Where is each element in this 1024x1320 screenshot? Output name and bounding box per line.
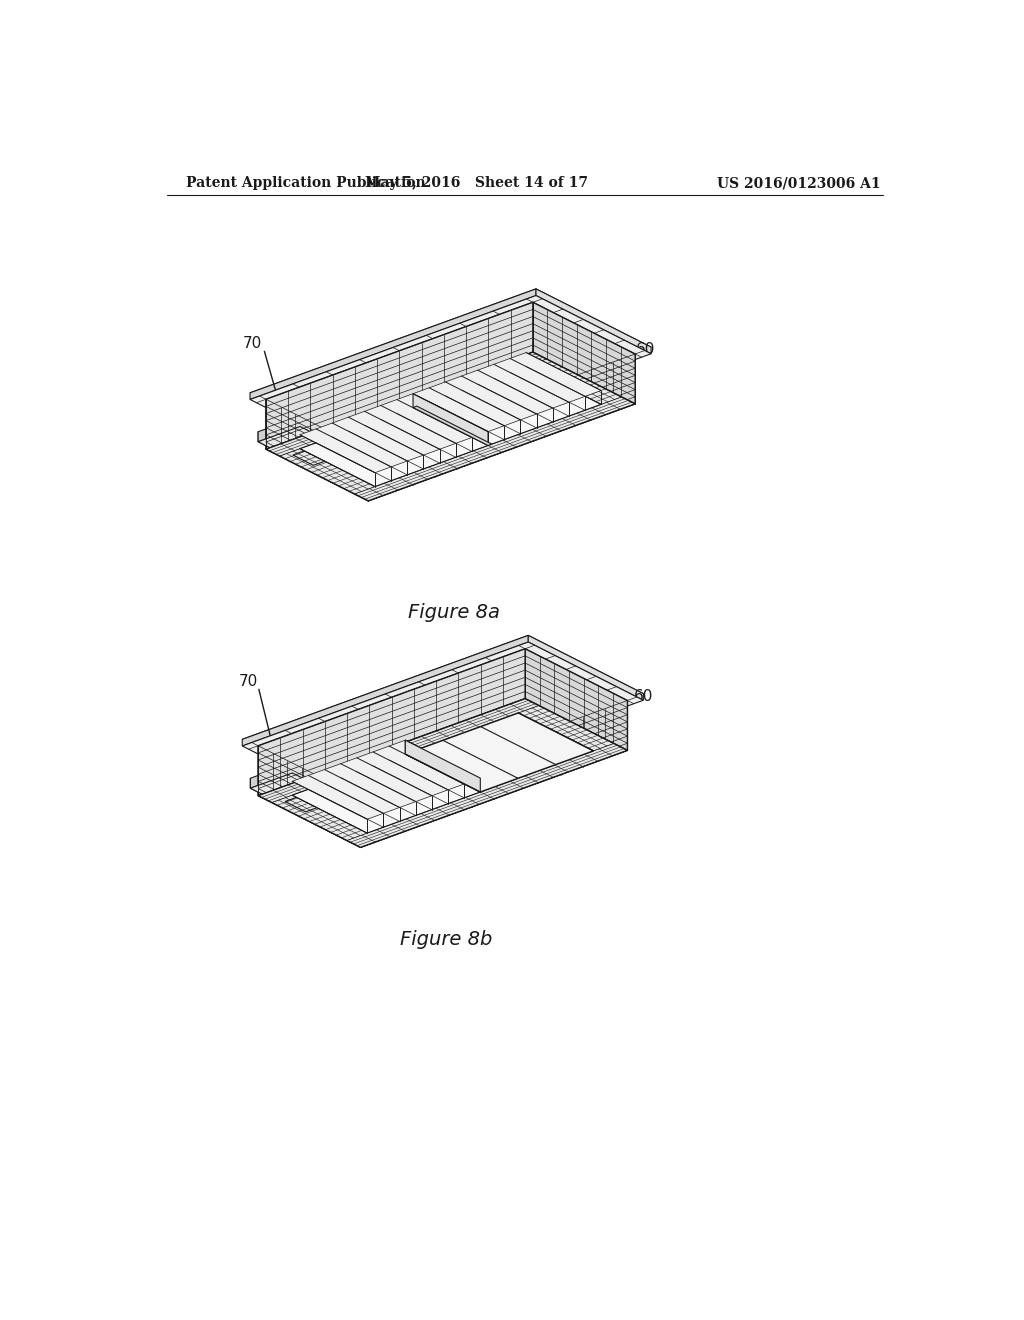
Polygon shape — [303, 432, 331, 462]
Polygon shape — [250, 289, 651, 451]
Polygon shape — [532, 302, 635, 404]
Polygon shape — [250, 774, 327, 805]
Polygon shape — [293, 420, 307, 455]
Text: 40: 40 — [528, 309, 548, 325]
Text: 30: 30 — [388, 722, 408, 738]
Polygon shape — [406, 713, 594, 792]
Polygon shape — [406, 752, 484, 792]
Text: US 2016/0123006 A1: US 2016/0123006 A1 — [717, 176, 881, 190]
Polygon shape — [243, 642, 643, 804]
Polygon shape — [267, 784, 323, 809]
Polygon shape — [285, 771, 305, 812]
Polygon shape — [266, 399, 369, 500]
Polygon shape — [406, 741, 480, 792]
Polygon shape — [266, 302, 532, 449]
Polygon shape — [293, 450, 328, 466]
Polygon shape — [258, 698, 628, 847]
Polygon shape — [536, 289, 651, 354]
Polygon shape — [258, 432, 292, 459]
Polygon shape — [285, 780, 327, 805]
Polygon shape — [300, 352, 601, 473]
Polygon shape — [250, 296, 651, 458]
Polygon shape — [369, 354, 635, 500]
Polygon shape — [285, 796, 319, 812]
Polygon shape — [258, 746, 360, 847]
Text: 70: 70 — [243, 335, 261, 351]
Polygon shape — [285, 767, 299, 801]
Text: Figure 8b: Figure 8b — [399, 931, 492, 949]
Text: 30: 30 — [537, 399, 556, 413]
Text: Patent Application Publication: Patent Application Publication — [186, 176, 426, 190]
Polygon shape — [275, 429, 303, 462]
Text: 31: 31 — [554, 323, 573, 339]
Polygon shape — [250, 763, 292, 788]
Polygon shape — [525, 648, 628, 750]
Text: 60: 60 — [634, 689, 653, 704]
Polygon shape — [258, 417, 300, 442]
Polygon shape — [258, 426, 334, 459]
Polygon shape — [413, 407, 492, 445]
Polygon shape — [293, 425, 313, 466]
Polygon shape — [313, 430, 328, 466]
Polygon shape — [413, 393, 488, 445]
Polygon shape — [360, 701, 628, 847]
Polygon shape — [266, 352, 635, 500]
Text: 50: 50 — [382, 796, 400, 810]
Polygon shape — [250, 779, 285, 805]
Polygon shape — [292, 713, 594, 833]
Polygon shape — [528, 635, 643, 700]
Polygon shape — [305, 776, 319, 812]
Polygon shape — [267, 764, 296, 795]
Polygon shape — [275, 418, 303, 449]
Text: Figure 8a: Figure 8a — [408, 603, 500, 622]
Polygon shape — [295, 779, 323, 809]
Text: 70: 70 — [239, 675, 258, 689]
Text: 90: 90 — [603, 690, 623, 706]
Text: 60: 60 — [636, 342, 655, 356]
Polygon shape — [292, 741, 480, 820]
Polygon shape — [275, 438, 331, 462]
Polygon shape — [250, 289, 536, 400]
Polygon shape — [243, 635, 643, 797]
Polygon shape — [406, 741, 480, 792]
Polygon shape — [292, 434, 334, 459]
Polygon shape — [300, 367, 601, 487]
Polygon shape — [258, 648, 525, 796]
Text: 50: 50 — [456, 420, 475, 434]
Text: May 5, 2016   Sheet 14 of 17: May 5, 2016 Sheet 14 of 17 — [366, 176, 588, 190]
Polygon shape — [267, 775, 295, 809]
Polygon shape — [243, 635, 528, 746]
